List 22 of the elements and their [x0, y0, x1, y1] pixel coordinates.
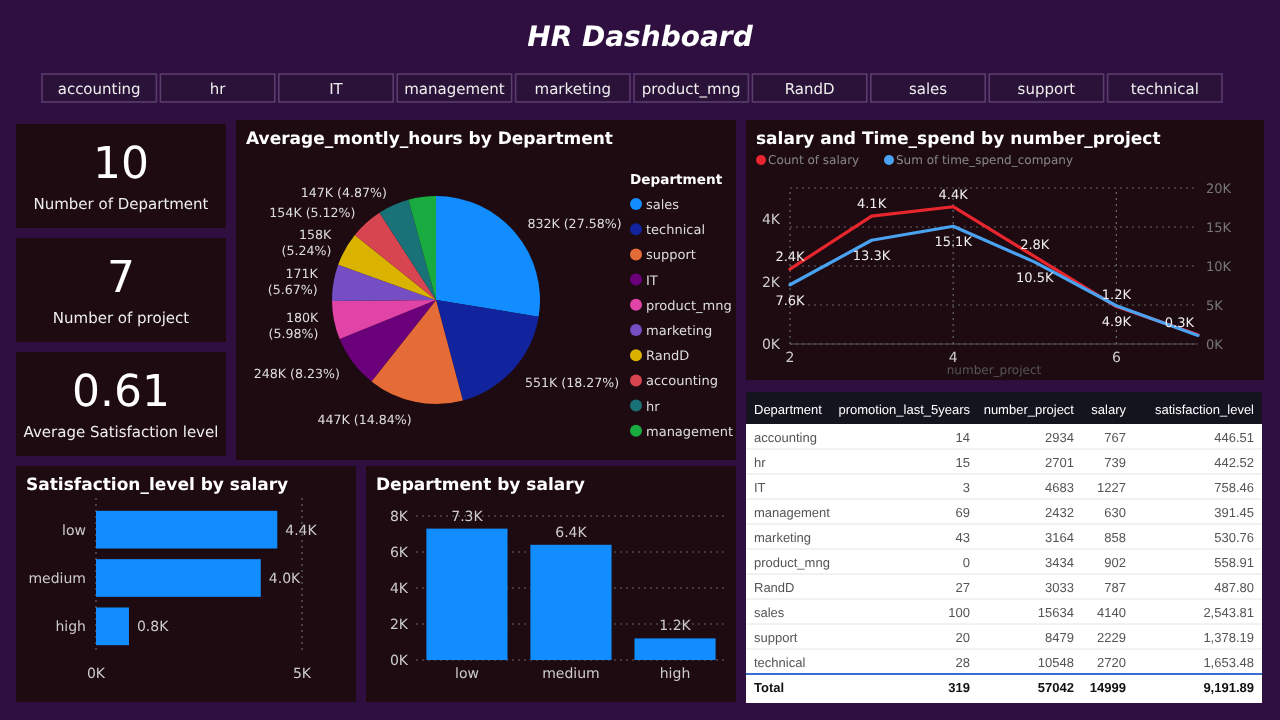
chart-title: Satisfaction_level by salary — [26, 476, 290, 496]
bar — [426, 528, 508, 660]
text: 10 — [93, 140, 149, 191]
bar — [530, 544, 612, 660]
pie-slice — [332, 264, 436, 302]
pie-slice — [379, 199, 436, 300]
chart-title: salary and Time_spend by number_project — [756, 130, 1161, 150]
pie-slice — [408, 196, 436, 300]
bar — [634, 638, 716, 660]
chart-title: Average_montly_hours by Department — [246, 130, 613, 150]
pie-slice — [339, 300, 436, 382]
chart-title: Department by salary — [376, 476, 586, 496]
pie-slice — [354, 212, 436, 300]
pie-slice — [371, 300, 463, 404]
text: 7 — [107, 254, 135, 305]
bar — [96, 607, 129, 646]
text: 0.61 — [72, 368, 170, 419]
pie-slice — [338, 234, 436, 300]
bar — [96, 559, 261, 597]
bar — [96, 510, 278, 549]
pie-slice — [332, 300, 436, 340]
text: HR Dashboard — [527, 22, 755, 54]
